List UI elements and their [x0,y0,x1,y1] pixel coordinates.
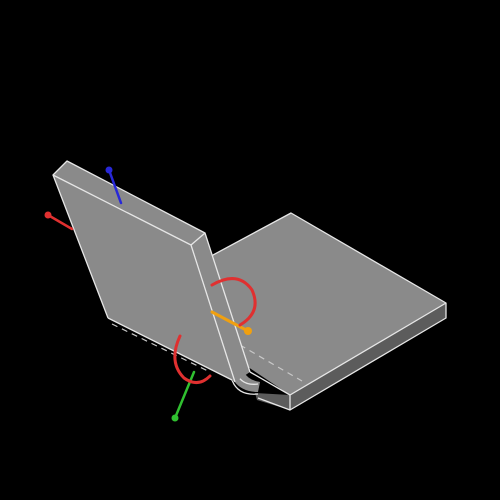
x-axis-handle[interactable] [46,213,74,231]
flange-front-face [53,175,235,382]
y-axis-handle[interactable] [173,370,196,420]
base-plate-edge-front [249,371,291,396]
bend-curve-edge [231,379,259,395]
flange-edges [52,160,251,373]
rotation-arc-upper[interactable] [210,277,257,327]
y-axis-tip[interactable] [171,414,179,422]
flange-edge-corner [190,232,206,246]
x-axis-tip[interactable] [44,211,52,219]
flange-top-face [53,161,205,245]
rotation-arc-lower[interactable] [173,334,212,384]
flange-right-face [191,233,250,382]
bend-line [239,344,303,382]
base-plate-front-face [290,303,446,410]
base-plate[interactable] [199,212,447,411]
raised-flange[interactable] [52,160,251,383]
flange-edge-bottom-shadow [111,323,211,373]
z-axis-handle[interactable] [107,168,123,205]
hinge-axis-handle[interactable] [210,310,250,333]
hinge-axis-tip[interactable] [244,327,252,335]
transform-gizmo[interactable] [44,166,257,422]
base-plate-top-face [200,213,446,395]
flange-edge-bottom [107,317,233,381]
base-plate-edge-bottom [257,397,291,411]
z-axis-tip[interactable] [105,166,113,174]
base-plate-left-face [255,393,290,410]
